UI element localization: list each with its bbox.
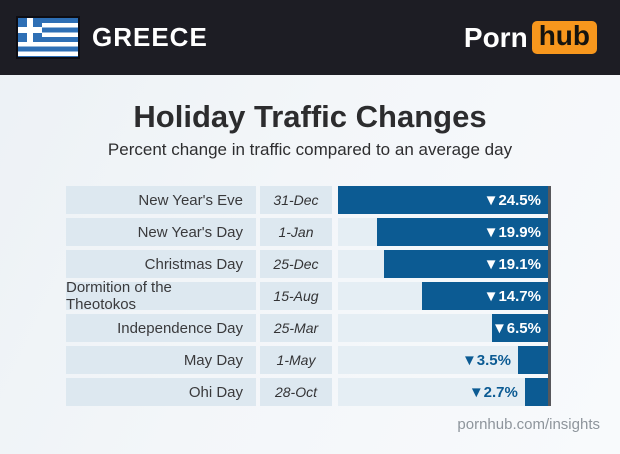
- bar: ▼19.9%: [377, 218, 548, 246]
- flag-canton: [18, 18, 42, 42]
- flag-cross-horizontal: [18, 27, 42, 33]
- holiday-date: 1-May: [260, 346, 332, 374]
- chart-right-axis-line: [548, 186, 551, 406]
- chart-row: Christmas Day 25-Dec ▼19.1%: [66, 250, 551, 278]
- bar-track: ▼19.9%: [338, 218, 548, 246]
- country-title: GREECE: [92, 22, 208, 52]
- holiday-date: 1-Jan: [260, 218, 332, 246]
- bar: ▼14.7%: [422, 282, 548, 310]
- page-subtitle: Percent change in traffic compared to an…: [107, 140, 513, 159]
- chart-row: New Year's Eve 31-Dec ▼24.5%: [66, 186, 551, 214]
- holiday-name: New Year's Day: [66, 218, 256, 246]
- chart-row: New Year's Day 1-Jan ▼19.9%: [66, 218, 551, 246]
- bar: ▼19.1%: [384, 250, 548, 278]
- bar-label-inside: ▼24.5%: [483, 191, 541, 209]
- holiday-date: 31-Dec: [260, 186, 332, 214]
- bar-label-inside: ▼19.1%: [483, 255, 541, 273]
- holiday-date: 28-Oct: [260, 378, 332, 406]
- bar: [518, 346, 548, 374]
- bar-track: ▼6.5%: [338, 314, 548, 342]
- bar-track: ▼24.5%: [338, 186, 548, 214]
- holiday-name: Christmas Day: [66, 250, 256, 278]
- bar-label-inside: ▼19.9%: [483, 223, 541, 241]
- bar: [524, 378, 548, 406]
- header-bar: GREECE Porn hub: [0, 0, 620, 75]
- page-title: Holiday Traffic Changes: [133, 99, 487, 134]
- bar: ▼24.5%: [338, 186, 548, 214]
- chart-row: May Day 1-May ▼3.5%: [66, 346, 551, 374]
- holiday-date: 25-Mar: [260, 314, 332, 342]
- holiday-name: Dormition of the Theotokos: [66, 279, 256, 313]
- holiday-name: Independence Day: [66, 314, 256, 342]
- footer-url: pornhub.com/insights: [457, 416, 600, 433]
- chart-row: Dormition of the Theotokos 15-Aug ▼14.7%: [66, 279, 551, 313]
- holiday-name: Ohi Day: [66, 378, 256, 406]
- greece-flag-icon: [16, 16, 80, 59]
- bar-track: ▼3.5%: [338, 346, 548, 374]
- chart-row: Independence Day 25-Mar ▼6.5%: [66, 314, 551, 342]
- bar-label-outside: ▼2.7%: [468, 383, 518, 401]
- bar-track: ▼14.7%: [338, 282, 548, 310]
- bar-label-inside: ▼6.5%: [491, 319, 541, 337]
- chart-row: Ohi Day 28-Oct ▼2.7%: [66, 378, 551, 406]
- holiday-date: 15-Aug: [260, 282, 332, 310]
- bar-label-outside: ▼3.5%: [461, 351, 511, 369]
- bar: ▼6.5%: [492, 314, 548, 342]
- holiday-date: 25-Dec: [260, 250, 332, 278]
- bar-track: ▼2.7%: [338, 378, 548, 406]
- bar-label-inside: ▼14.7%: [483, 287, 541, 305]
- pornhub-logo: Porn hub: [464, 0, 597, 75]
- holiday-name: May Day: [66, 346, 256, 374]
- holiday-traffic-chart: New Year's Eve 31-Dec ▼24.5% New Year's …: [66, 186, 551, 410]
- bar-track: ▼19.1%: [338, 250, 548, 278]
- holiday-name: New Year's Eve: [66, 186, 256, 214]
- chart-rows: New Year's Eve 31-Dec ▼24.5% New Year's …: [66, 186, 551, 406]
- logo-text-porn: Porn: [463, 21, 528, 53]
- logo-text-hub: hub: [531, 21, 597, 54]
